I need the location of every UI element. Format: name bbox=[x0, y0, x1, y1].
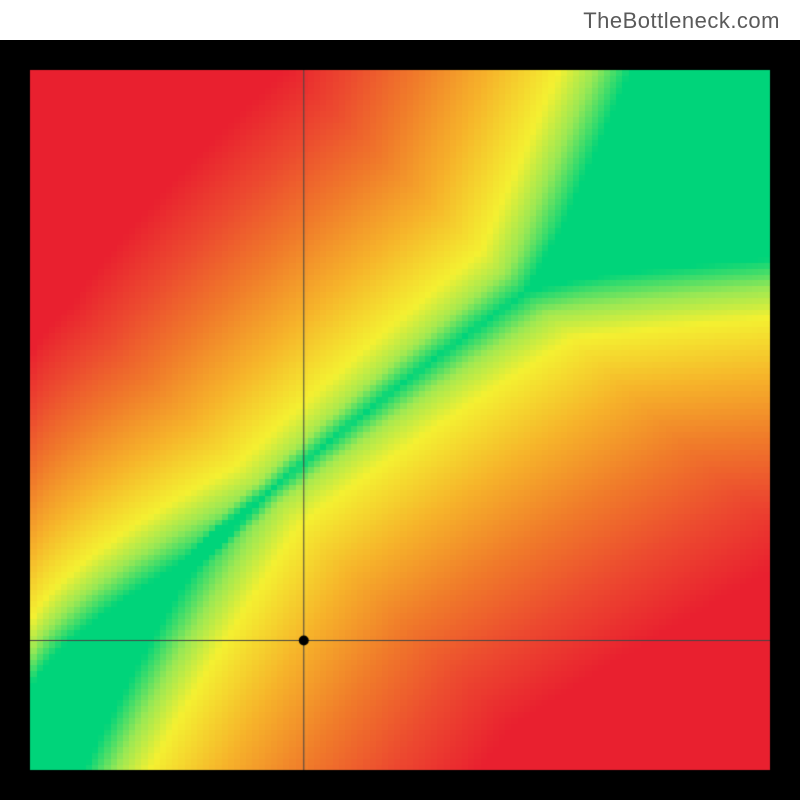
bottleneck-heatmap bbox=[0, 40, 800, 800]
heatmap-canvas bbox=[0, 40, 800, 800]
watermark-text: TheBottleneck.com bbox=[583, 8, 780, 34]
